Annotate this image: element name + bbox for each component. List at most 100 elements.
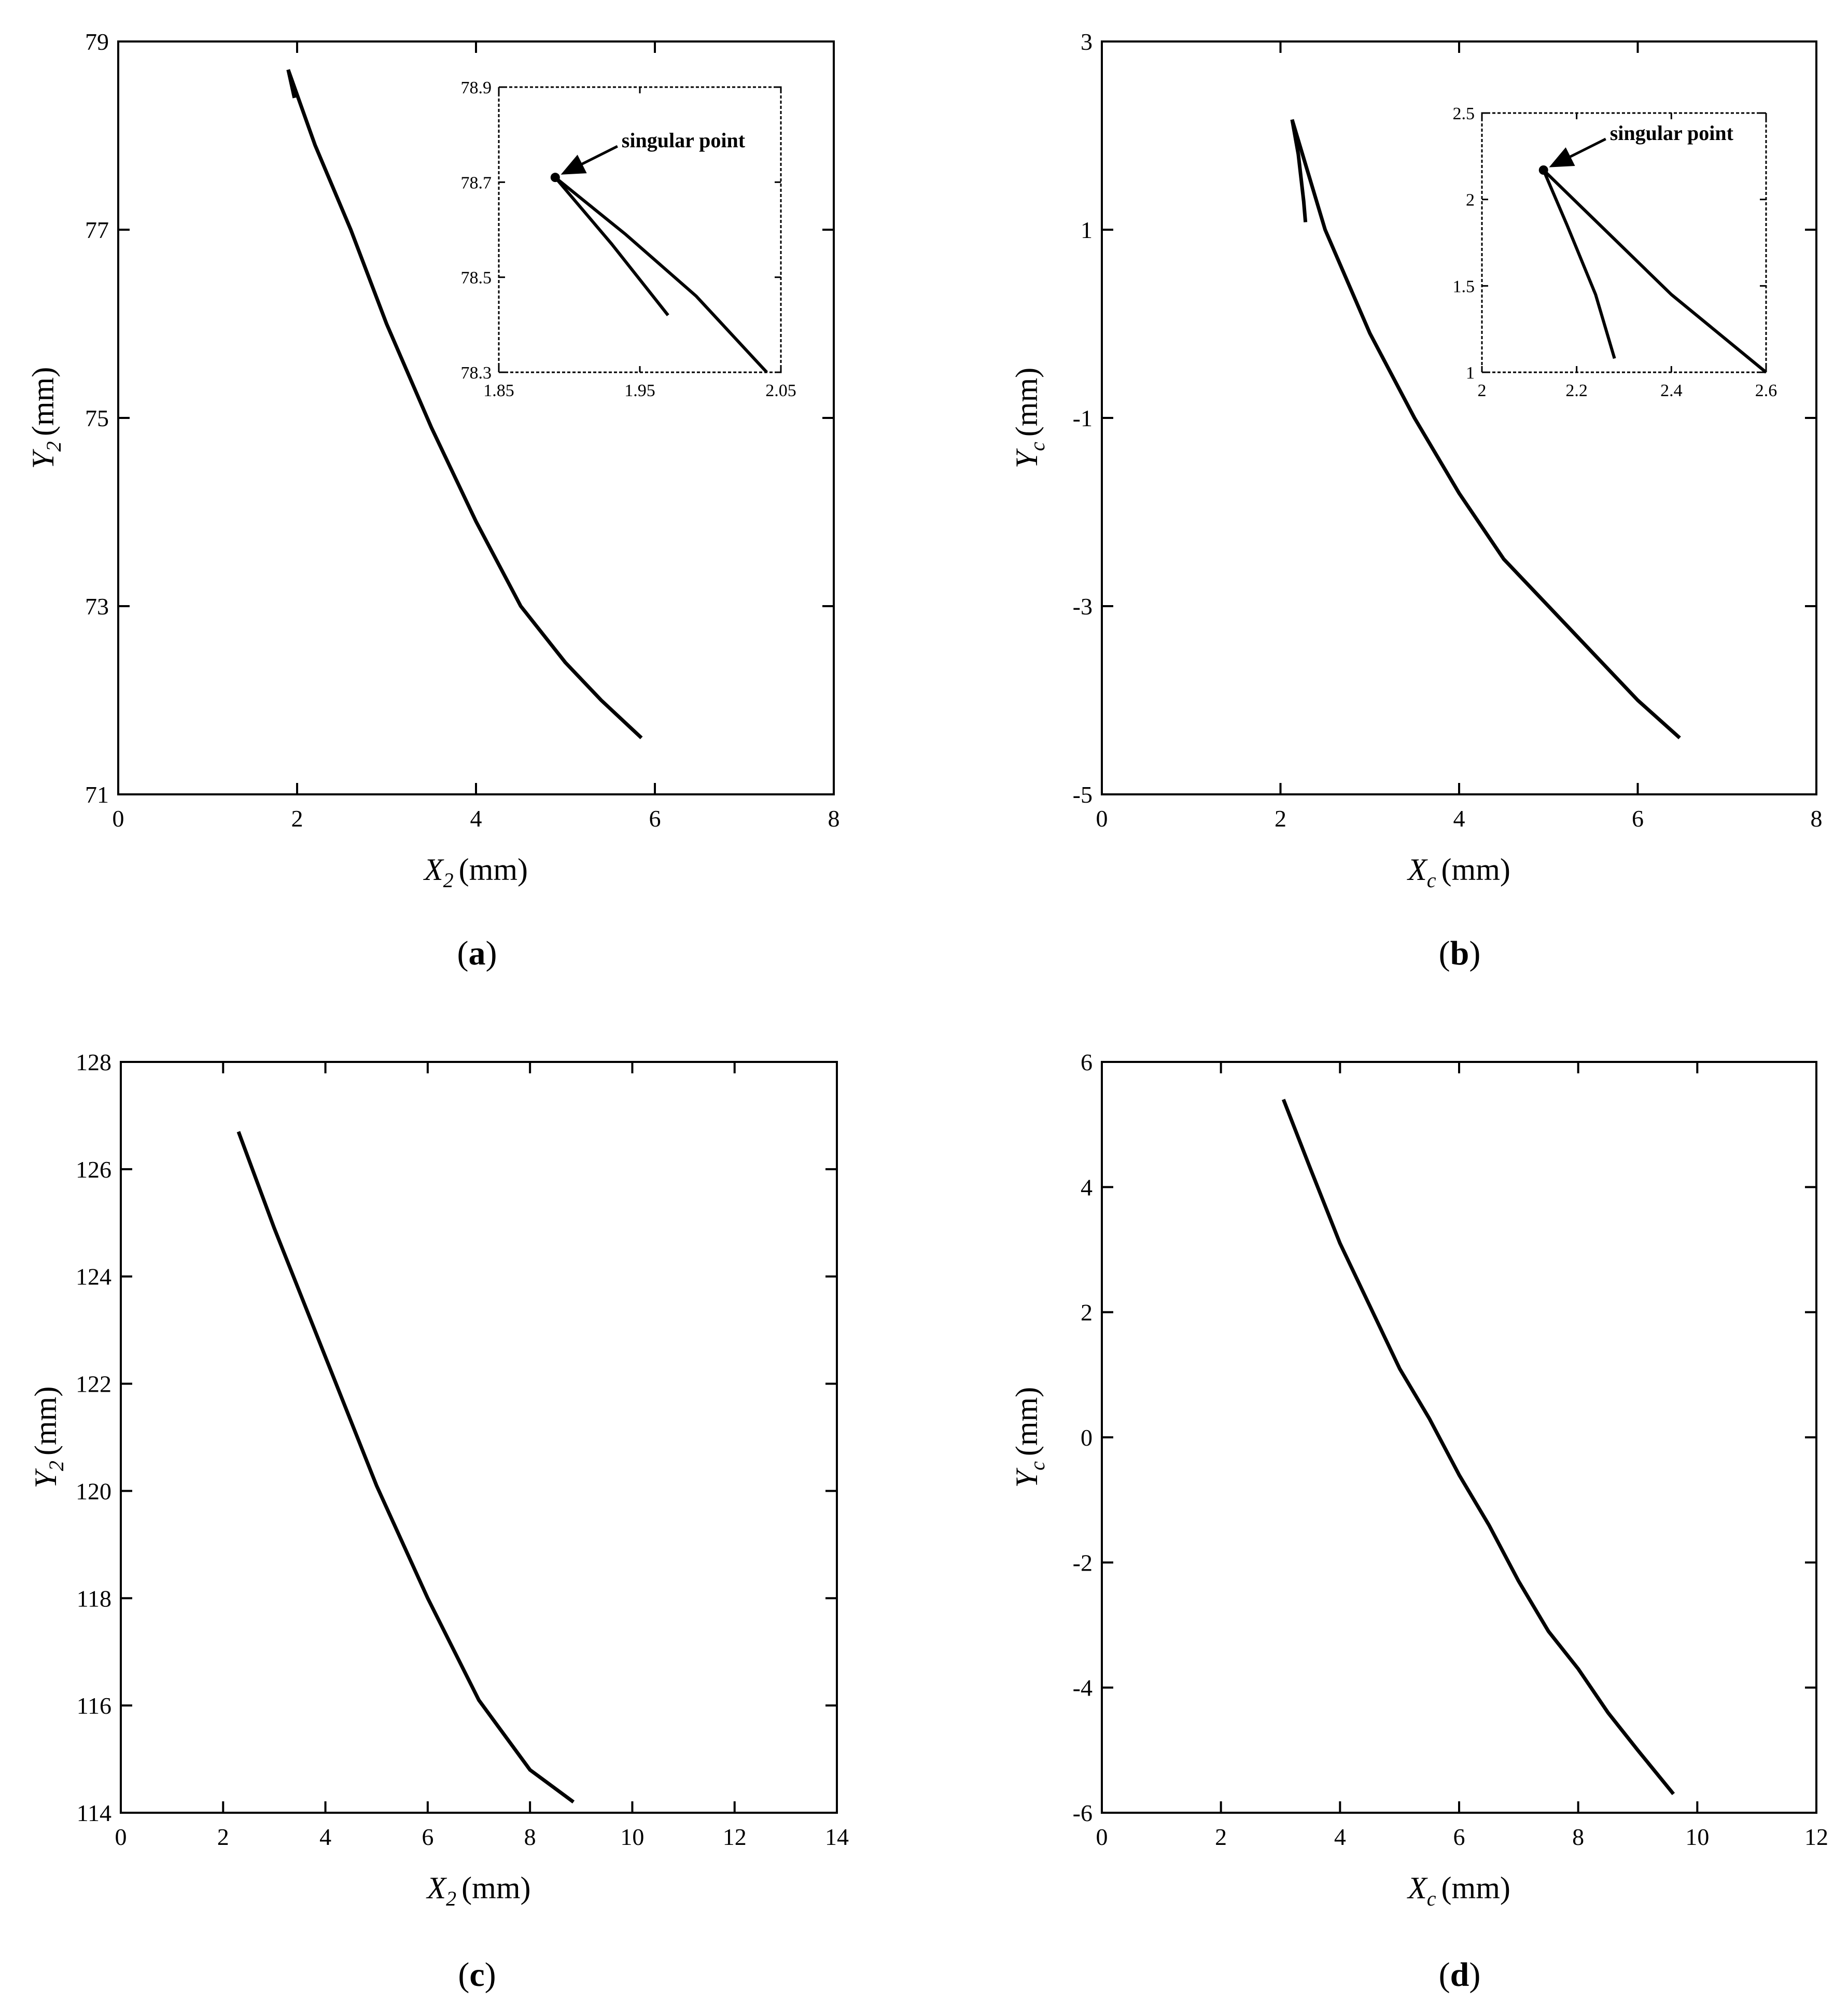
inset-x-tick-label: 2 [1478, 381, 1487, 400]
y-tick-label: 126 [76, 1156, 111, 1183]
x-tick-label: 4 [319, 1824, 331, 1850]
inset-series-line-2 [554, 176, 669, 316]
y-tick-label: 71 [85, 781, 109, 808]
x-axis-label-symbol: X [423, 852, 444, 887]
inset-x-tick-label: 2.05 [765, 381, 796, 400]
x-tick-label: 0 [115, 1824, 127, 1850]
inset-x-tick-label: 1.85 [483, 381, 514, 400]
y-axis-label-unit: (mm) [29, 1387, 63, 1455]
y-tick-label: -5 [1073, 781, 1093, 808]
y-axis-label-unit: (mm) [1010, 1387, 1044, 1456]
y-tick-label: -4 [1073, 1675, 1093, 1701]
inset-y-tick-label: 2.5 [1453, 104, 1475, 123]
inset-y-tick-label: 1.5 [1453, 277, 1475, 296]
y-tick-label: 79 [85, 29, 109, 55]
y-tick-label: 77 [85, 217, 109, 243]
y-axis-label-subscript: 2 [42, 441, 65, 452]
y-tick-label: 1 [1081, 217, 1093, 243]
y-axis-label: Y2 (mm) [26, 367, 65, 469]
singular-point-marker [1538, 165, 1548, 175]
x-tick-label: 2 [1215, 1824, 1227, 1850]
panel-label-open: ( [1439, 1956, 1450, 1994]
y-tick-label: 3 [1081, 29, 1093, 55]
inset-y-tick-label: 78.3 [461, 363, 492, 383]
y-axis-label: Y2 (mm) [29, 1387, 68, 1489]
panel-label-letter: a [469, 934, 486, 972]
x-axis-label-unit: (mm) [461, 1871, 530, 1905]
x-tick-label: 6 [1632, 805, 1644, 832]
x-tick-label: 8 [1572, 1824, 1584, 1850]
y-tick-label: -1 [1073, 405, 1093, 431]
series-line-1 [286, 69, 643, 739]
series-line-1 [1290, 119, 1681, 739]
inset-series-line-1 [1542, 169, 1767, 374]
inset-y-tick-label: 78.5 [461, 269, 492, 288]
annotation-arrowhead [561, 155, 587, 175]
x-tick-label: 6 [422, 1824, 433, 1850]
x-axis-label-subscript: 2 [443, 869, 454, 892]
x-axis-label-unit: (mm) [459, 852, 528, 887]
x-tick-label: 2 [1275, 805, 1286, 832]
x-tick-label: 2 [217, 1824, 229, 1850]
y-axis-label-symbol: Y [1010, 1467, 1044, 1488]
y-axis-label-subscript: c [1026, 1461, 1049, 1471]
inset-y-tick-label: 78.7 [461, 173, 492, 192]
panel-label-close: ) [485, 1956, 496, 1994]
x-tick-label: 8 [524, 1824, 536, 1850]
series-line-2 [1290, 119, 1308, 222]
x-tick-label: 0 [1096, 1824, 1108, 1850]
y-tick-label: 73 [85, 593, 109, 620]
x-tick-label: 2 [291, 805, 303, 832]
x-axis-label-subscript: 2 [446, 1887, 456, 1910]
inset-y-tick-label: 78.9 [461, 78, 492, 97]
inset-y-tick-label: 2 [1466, 191, 1475, 210]
x-axis-label-subscript: c [1427, 1887, 1436, 1910]
x-tick-label: 4 [470, 805, 482, 832]
y-tick-label: 6 [1081, 1049, 1093, 1075]
x-tick-label: 12 [723, 1824, 747, 1850]
x-axis-label-unit: (mm) [1441, 1871, 1510, 1905]
panel-label: (a) [457, 934, 497, 972]
inset-axes-frame [1481, 112, 1767, 373]
y-tick-label: 120 [76, 1478, 111, 1504]
x-axis-label-subscript: c [1427, 869, 1436, 892]
y-tick-label: -3 [1073, 593, 1093, 620]
x-tick-label: 8 [828, 805, 840, 832]
y-tick-label: 75 [85, 405, 109, 431]
x-axis-label: Xc (mm) [1407, 1871, 1510, 1910]
y-tick-label: -2 [1073, 1549, 1093, 1576]
annotation-arrowhead [1549, 147, 1575, 167]
x-axis-label-symbol: X [1407, 852, 1428, 887]
y-tick-label: 2 [1081, 1299, 1093, 1326]
y-tick-label: 4 [1081, 1174, 1093, 1200]
panel-label-open: ( [457, 934, 469, 972]
x-tick-label: 0 [1096, 805, 1108, 832]
x-tick-label: 10 [620, 1824, 644, 1850]
series-line-2 [286, 69, 297, 99]
axes-frame [120, 1061, 838, 1814]
y-axis-label-subscript: 2 [45, 1461, 68, 1471]
y-tick-label: 124 [76, 1264, 111, 1290]
x-tick-label: 6 [649, 805, 661, 832]
singular-point-annotation: singular point [1610, 121, 1734, 145]
panel-label: (c) [458, 1956, 496, 1994]
y-axis-label-symbol: Y [26, 449, 60, 469]
y-axis-label-unit: (mm) [26, 367, 60, 436]
y-tick-label: 128 [76, 1049, 111, 1075]
y-axis-label-subscript: c [1026, 442, 1049, 451]
y-tick-label: 116 [77, 1692, 111, 1719]
singular-point-marker [550, 173, 560, 183]
x-axis-label-unit: (mm) [1441, 852, 1510, 887]
x-tick-label: 6 [1453, 1824, 1465, 1850]
x-axis-label-symbol: X [1407, 1871, 1428, 1905]
inset-series-line-2 [1542, 169, 1616, 359]
x-axis-label: Xc (mm) [1407, 852, 1510, 892]
inset-x-tick-label: 2.6 [1755, 381, 1777, 400]
panel-label-open: ( [458, 1956, 469, 1994]
y-tick-label: 118 [77, 1585, 111, 1612]
